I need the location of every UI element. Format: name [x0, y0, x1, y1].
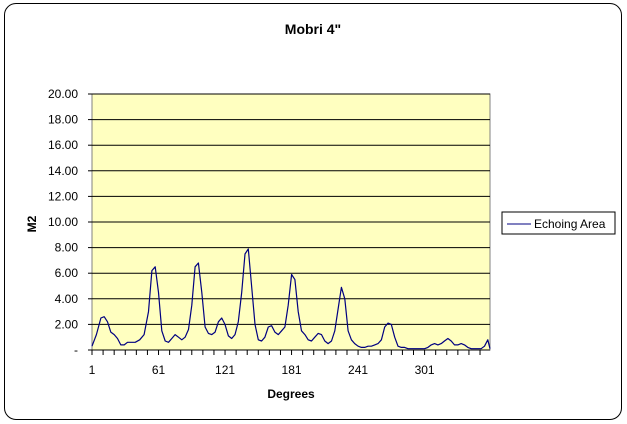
y-axis-ticks: - 2.00 4.00 6.00 8.00 10.00 12.00 14.00 16.00 18.… [48, 87, 92, 357]
y-tick-label: 14.00 [48, 164, 78, 178]
y-tick-label: 4.00 [55, 292, 79, 306]
x-tick-label: 61 [152, 363, 166, 377]
y-tick-label: 6.00 [55, 266, 79, 280]
series-line-echoing-area [91, 248, 491, 350]
y-tick-label: - [74, 343, 78, 357]
y-tick-label: 2.00 [55, 317, 79, 331]
legend-entry-echoing-area: Echoing Area [534, 217, 606, 231]
y-tick-label: 20.00 [48, 87, 78, 101]
y-tick-label: 12.00 [48, 189, 78, 203]
x-axis-label: Degrees [267, 387, 315, 401]
x-tick-label: 1 [89, 363, 96, 377]
chart-title: Mobri 4" [285, 21, 341, 37]
y-tick-label: 8.00 [55, 241, 79, 255]
x-tick-label: 241 [348, 363, 368, 377]
x-tick-label: 301 [415, 363, 435, 377]
y-axis-label: M2 [25, 215, 39, 232]
y-tick-label: 16.00 [48, 138, 78, 152]
x-tick-label: 121 [215, 363, 235, 377]
legend: Echoing Area [501, 211, 616, 235]
x-axis-ticks: 1 61 121 181 241 301 [89, 350, 481, 377]
legend-box [501, 211, 616, 235]
x-tick-label: 181 [282, 363, 302, 377]
grid-lines [92, 93, 490, 351]
y-tick-label: 18.00 [48, 113, 78, 127]
y-tick-label: 10.00 [48, 215, 78, 229]
